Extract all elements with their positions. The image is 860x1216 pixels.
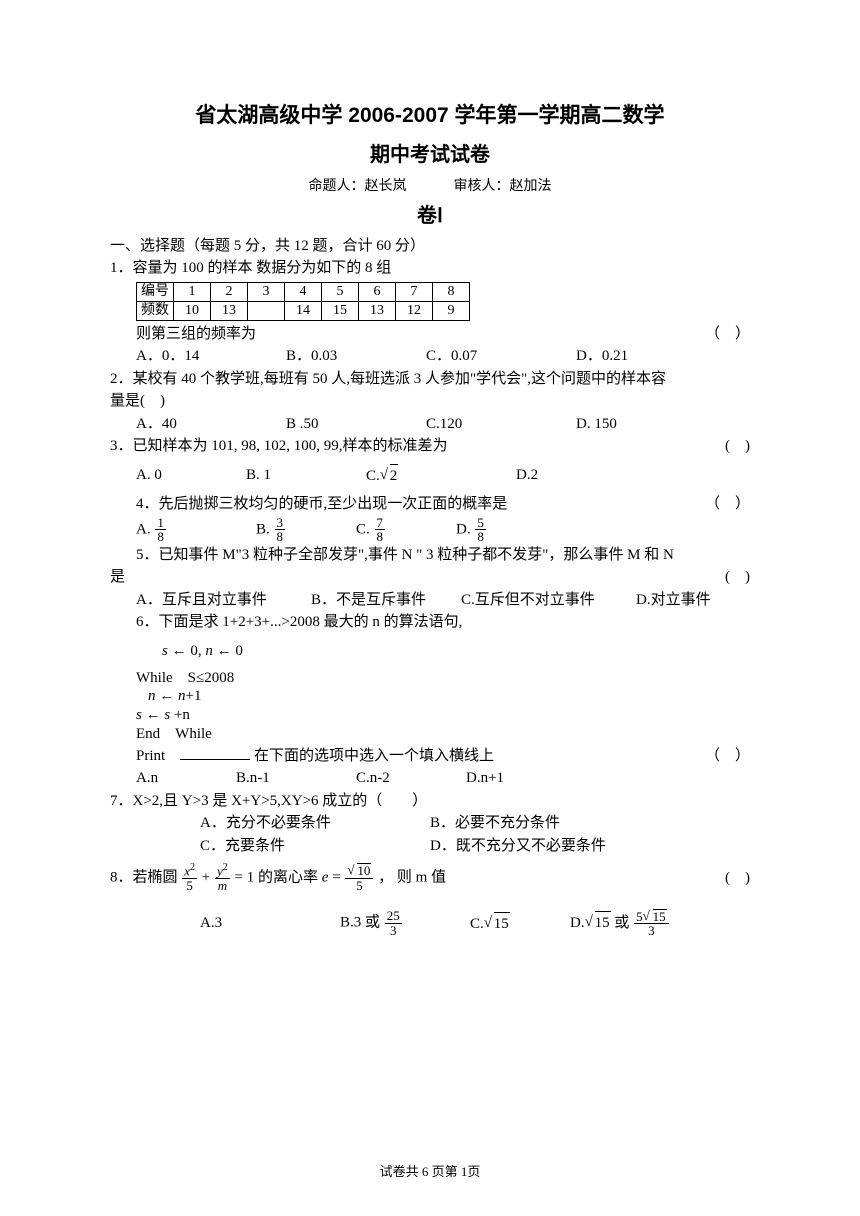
q3-opt-a: A. 0 [136, 464, 246, 488]
q2-opt-d: D. 150 [576, 413, 617, 436]
q1-paren: （ ） [705, 323, 750, 346]
table-cell: 1 [174, 282, 211, 301]
q1-table: 编号 1 2 3 4 5 6 7 8 频数 10 13 14 15 13 12 … [136, 282, 470, 321]
table-cell: 5 [322, 282, 359, 301]
q6-stem: 6．下面是求 1+2+3+...>2008 最大的 n 的算法语句, [110, 611, 750, 634]
q5-opt-a: A．互斥且对立事件 [136, 589, 311, 612]
q1-line2: 则第三组的频率为 [110, 323, 256, 346]
q6-code-2: While S≤2008 [110, 669, 750, 688]
q7-opt-d: D．既不充分又不必要条件 [430, 835, 606, 858]
page-footer: 试卷共 6 页第 1页 [0, 1162, 860, 1182]
q8-opt-b: B.3 或 253 [340, 909, 470, 937]
table-cell: 7 [396, 282, 433, 301]
q8-opt-d: D.15 或 515 3 [570, 909, 670, 938]
q6-code-4: s ← s +n [110, 706, 750, 725]
q5-stem: 5．已知事件 M"3 粒种子全部发芽",事件 N " 3 粒种子都不发芽"，那么… [110, 544, 750, 567]
table-cell [248, 301, 285, 320]
q4-opt-d: D. 58 [456, 516, 487, 544]
q2-stem2: 量是( ) [110, 390, 750, 413]
q6-code-6: Print 在下面的选项中选入一个填入横线上 [110, 744, 494, 768]
q1-opt-d: D．0.21 [576, 345, 628, 368]
section1-heading: 一、选择题（每题 5 分，共 12 题，合计 60 分） [110, 235, 750, 258]
table-cell: 6 [359, 282, 396, 301]
reviewer-name: 赵加法 [510, 179, 552, 194]
q5-opt-b: B．不是互斥事件 [311, 589, 461, 612]
q5-stem2: 是 [110, 566, 125, 589]
q6-code-3: n ← n+1 [110, 687, 750, 706]
table-cell: 14 [285, 301, 322, 320]
table-cell: 9 [433, 301, 470, 320]
q6-paren: （ ） [705, 745, 750, 768]
q7-stem: 7．X>2,且 Y>3 是 X+Y>5,XY>6 成立的（ ） [110, 790, 750, 813]
page-title: 省太湖高级中学 2006-2007 学年第一学期高二数学 [110, 100, 750, 132]
q4-stem: 4．先后抛掷三枚均匀的硬币,至少出现一次正面的概率是 [110, 493, 507, 516]
q5-paren: ( ) [725, 566, 750, 589]
q4-opt-a: A. 18 [136, 516, 256, 544]
q8-paren: ( ) [725, 867, 750, 890]
table-cell: 15 [322, 301, 359, 320]
q2-stem: 2．某校有 40 个教学班,每班有 50 人,每班选派 3 人参加"学代会",这… [110, 368, 750, 391]
reviewer-label: 审核人： [454, 179, 510, 194]
table-cell: 10 [174, 301, 211, 320]
table-row: 频数 10 13 14 15 13 12 9 [137, 301, 470, 320]
q8-opt-c: C.15 [470, 912, 570, 936]
q8-stem: 8．若椭圆 x25 + y2m = 1 的离心率 e = 105 ， 则 m 值 [110, 863, 446, 893]
table-head: 编号 [137, 282, 174, 301]
table-cell: 3 [248, 282, 285, 301]
q3-opt-d: D.2 [516, 464, 538, 488]
author-name: 赵长岚 [365, 179, 407, 194]
q1-opt-b: B．0.03 [286, 345, 426, 368]
q7-opt-c: C．充要条件 [200, 835, 430, 858]
q6-opt-b: B.n-1 [236, 767, 356, 790]
q3-opt-b: B. 1 [246, 464, 366, 488]
q4-opt-c: C. 78 [356, 516, 456, 544]
page-subtitle: 期中考试试卷 [110, 140, 750, 170]
table-cell: 8 [433, 282, 470, 301]
paper-part: 卷Ⅰ [110, 201, 750, 231]
q2-opt-b: B .50 [286, 413, 426, 436]
q1-stem: 1．容量为 100 的样本 数据分为如下的 8 组 [110, 257, 750, 280]
q5-opt-c: C.互斥但不对立事件 [461, 589, 636, 612]
q7-opt-a: A．充分不必要条件 [200, 812, 430, 835]
q3-stem: 3．已知样本为 101, 98, 102, 100, 99,样本的标准差为 [110, 435, 448, 458]
q2-opt-c: C.120 [426, 413, 576, 436]
q5-opt-d: D.对立事件 [636, 589, 711, 612]
table-head: 频数 [137, 301, 174, 320]
table-cell: 4 [285, 282, 322, 301]
table-cell: 2 [211, 282, 248, 301]
q6-opt-a: A.n [136, 767, 236, 790]
q3-paren: ( ) [725, 435, 750, 458]
q6-opt-d: D.n+1 [466, 767, 504, 790]
q3-opt-c: C.2 [366, 464, 516, 488]
q7-opt-b: B．必要不充分条件 [430, 812, 560, 835]
q6-opt-c: C.n-2 [356, 767, 466, 790]
table-cell: 12 [396, 301, 433, 320]
table-cell: 13 [359, 301, 396, 320]
q1-opt-c: C．0.07 [426, 345, 576, 368]
q1-opt-a: A．0．14 [136, 345, 286, 368]
q6-code-5: End While [110, 725, 750, 744]
authors-line: 命题人：赵长岚 审核人：赵加法 [110, 176, 750, 197]
q6-code-1: s ← 0, n ← 0 [110, 642, 750, 661]
author-label: 命题人： [309, 179, 365, 194]
table-row: 编号 1 2 3 4 5 6 7 8 [137, 282, 470, 301]
q4-paren: （ ） [705, 493, 750, 516]
q2-opt-a: A．40 [136, 413, 286, 436]
q8-opt-a: A.3 [200, 912, 340, 935]
q4-opt-b: B. 38 [256, 516, 356, 544]
table-cell: 13 [211, 301, 248, 320]
